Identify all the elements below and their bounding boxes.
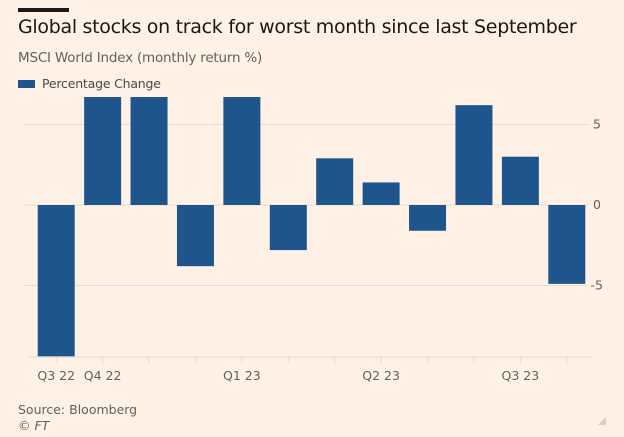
resize-handle-icon[interactable] xyxy=(598,417,606,425)
ft-brand-bar xyxy=(18,8,69,12)
legend-label: Percentage Change xyxy=(42,76,161,91)
copyright-credit: © FT xyxy=(18,418,50,433)
bar-feb-23 xyxy=(269,205,307,251)
legend: Percentage Change xyxy=(18,76,161,91)
bar-oct-22 xyxy=(84,97,122,205)
x-tick-label: Q3 23 xyxy=(502,368,540,383)
bar-mar-23 xyxy=(316,158,354,205)
x-tick-label: Q1 23 xyxy=(223,368,261,383)
x-tick-label: Q2 23 xyxy=(362,368,400,383)
bar-nov-22 xyxy=(130,97,168,205)
source-note: Source: Bloomberg xyxy=(18,402,138,417)
legend-swatch xyxy=(18,79,35,88)
bars xyxy=(37,97,586,357)
bar-jul-23 xyxy=(501,156,539,205)
x-axis: Q3 22 Q4 22 Q1 23 Q2 23 Q3 23 xyxy=(28,356,592,383)
bar-sep-22 xyxy=(37,205,75,357)
y-tick-label: 5 xyxy=(593,117,601,132)
chart-title: Global stocks on track for worst month s… xyxy=(18,16,577,38)
y-tick-label: 0 xyxy=(593,197,601,212)
x-tick-label: Q3 22 xyxy=(37,368,75,383)
x-tick-label: Q4 22 xyxy=(84,368,122,383)
bar-may-23 xyxy=(409,205,447,231)
bar-jan-23 xyxy=(223,97,261,205)
bar-dec-22 xyxy=(176,205,214,267)
y-axis: 5 0 -5 xyxy=(591,117,603,293)
bar-jun-23 xyxy=(455,105,493,205)
chart-subtitle: MSCI World Index (monthly return %) xyxy=(18,50,263,66)
y-tick-label: -5 xyxy=(591,278,603,293)
bar-aug-23 xyxy=(548,205,586,284)
bar-apr-23 xyxy=(362,182,400,205)
